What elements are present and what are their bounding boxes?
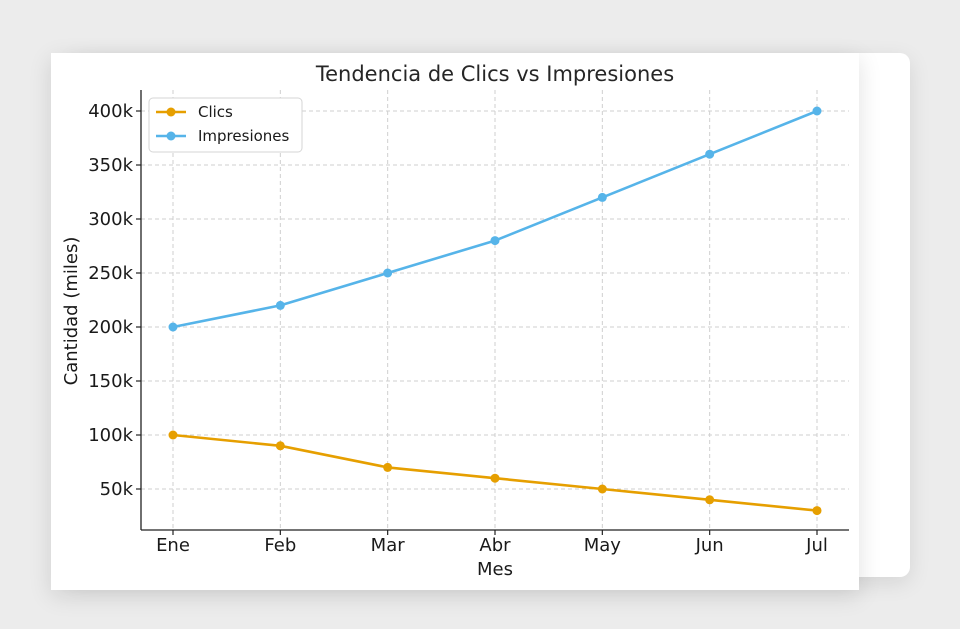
x-axis-label: Mes	[477, 559, 513, 580]
x-tick-label: Jun	[695, 535, 724, 556]
y-tick-label: 250k	[88, 263, 133, 284]
data-point-impresiones	[275, 300, 285, 310]
legend-label: Impresiones	[198, 127, 290, 145]
legend-swatch-marker	[166, 131, 176, 141]
legend-label: Clics	[198, 103, 233, 121]
legend: Clics Impresiones	[148, 97, 303, 153]
y-tick-label: 400k	[88, 101, 133, 122]
data-point-impresiones	[812, 106, 822, 116]
data-point-impresiones	[168, 322, 178, 332]
x-tick-label: Ene	[156, 535, 190, 556]
series-lines	[168, 106, 822, 516]
data-point-clics	[812, 506, 822, 516]
data-point-clics	[275, 441, 285, 451]
chart-title: Tendencia de Clics vs Impresiones	[315, 62, 674, 86]
x-tick-label: Mar	[371, 535, 406, 556]
data-point-impresiones	[705, 149, 715, 159]
y-axis-label: Cantidad (miles)	[61, 237, 82, 386]
x-tick-label: Abr	[479, 535, 511, 556]
x-tick-label: Feb	[264, 535, 296, 556]
data-point-impresiones	[490, 236, 500, 246]
data-point-clics	[490, 473, 500, 483]
data-point-clics	[597, 484, 607, 494]
x-tick-label: May	[584, 535, 622, 556]
legend-box	[148, 97, 303, 153]
y-tick-label: 200k	[88, 317, 133, 338]
y-tick-label: 100k	[88, 425, 133, 446]
y-tick-label: 350k	[88, 155, 133, 176]
y-tick-label: 300k	[88, 209, 133, 230]
data-point-impresiones	[383, 268, 393, 278]
data-point-clics	[168, 430, 178, 440]
y-tick-label: 50k	[100, 479, 134, 500]
tick-labels: Ene Feb Mar Abr May Jun Jul 50k 100k 150k 200k 250k…	[88, 101, 828, 556]
legend-swatch-marker	[166, 107, 176, 117]
axes	[136, 90, 849, 535]
y-tick-label: 150k	[88, 371, 133, 392]
x-tick-label: Jul	[805, 535, 828, 556]
grid	[141, 90, 849, 530]
data-point-clics	[705, 495, 715, 505]
data-point-clics	[383, 462, 393, 472]
data-point-impresiones	[597, 192, 607, 202]
